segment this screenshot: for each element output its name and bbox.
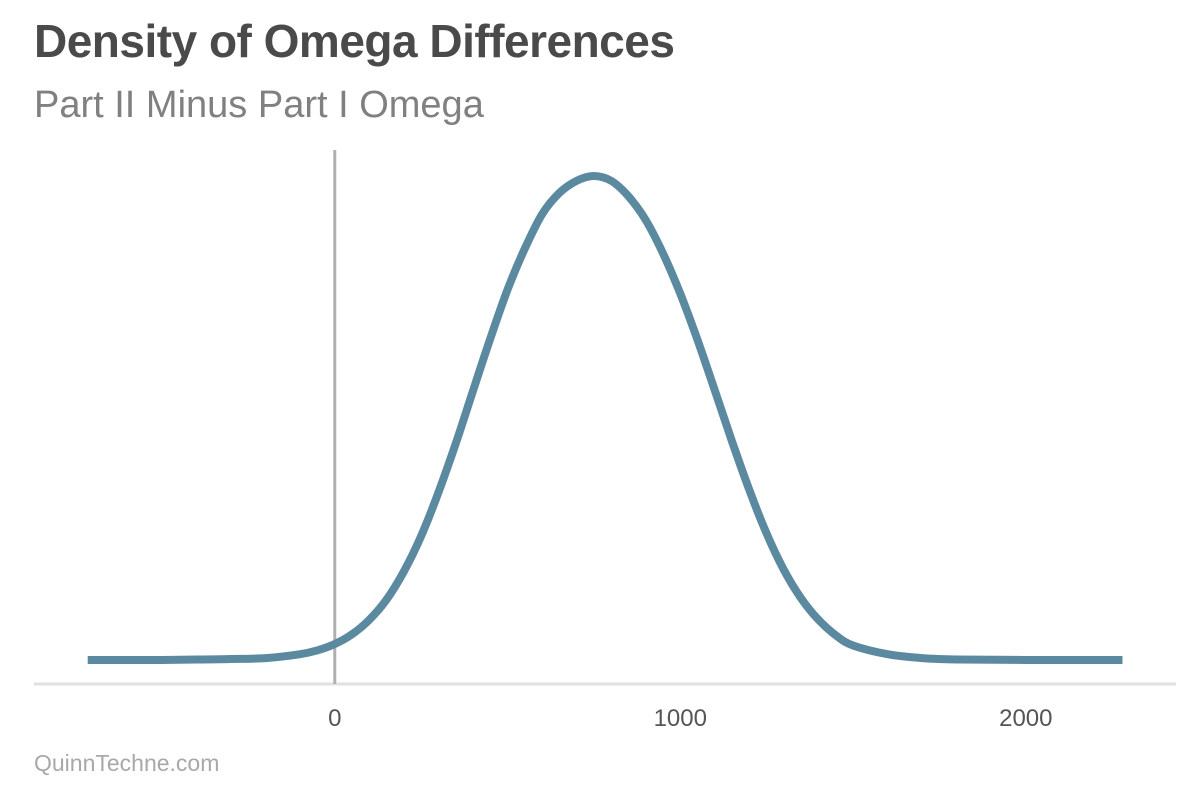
density-curve: [87, 172, 1123, 665]
chart-subtitle: Part II Minus Part I Omega: [34, 84, 484, 126]
x-tick-labels: 0 1000 2000: [328, 705, 1052, 732]
chart-title: Density of Omega Differences: [34, 15, 675, 67]
x-tick-label: 0: [328, 705, 341, 732]
source-credit: QuinnTechne.com: [34, 750, 220, 776]
x-tick-label: 2000: [999, 705, 1052, 732]
x-tick-label: 1000: [654, 705, 707, 732]
